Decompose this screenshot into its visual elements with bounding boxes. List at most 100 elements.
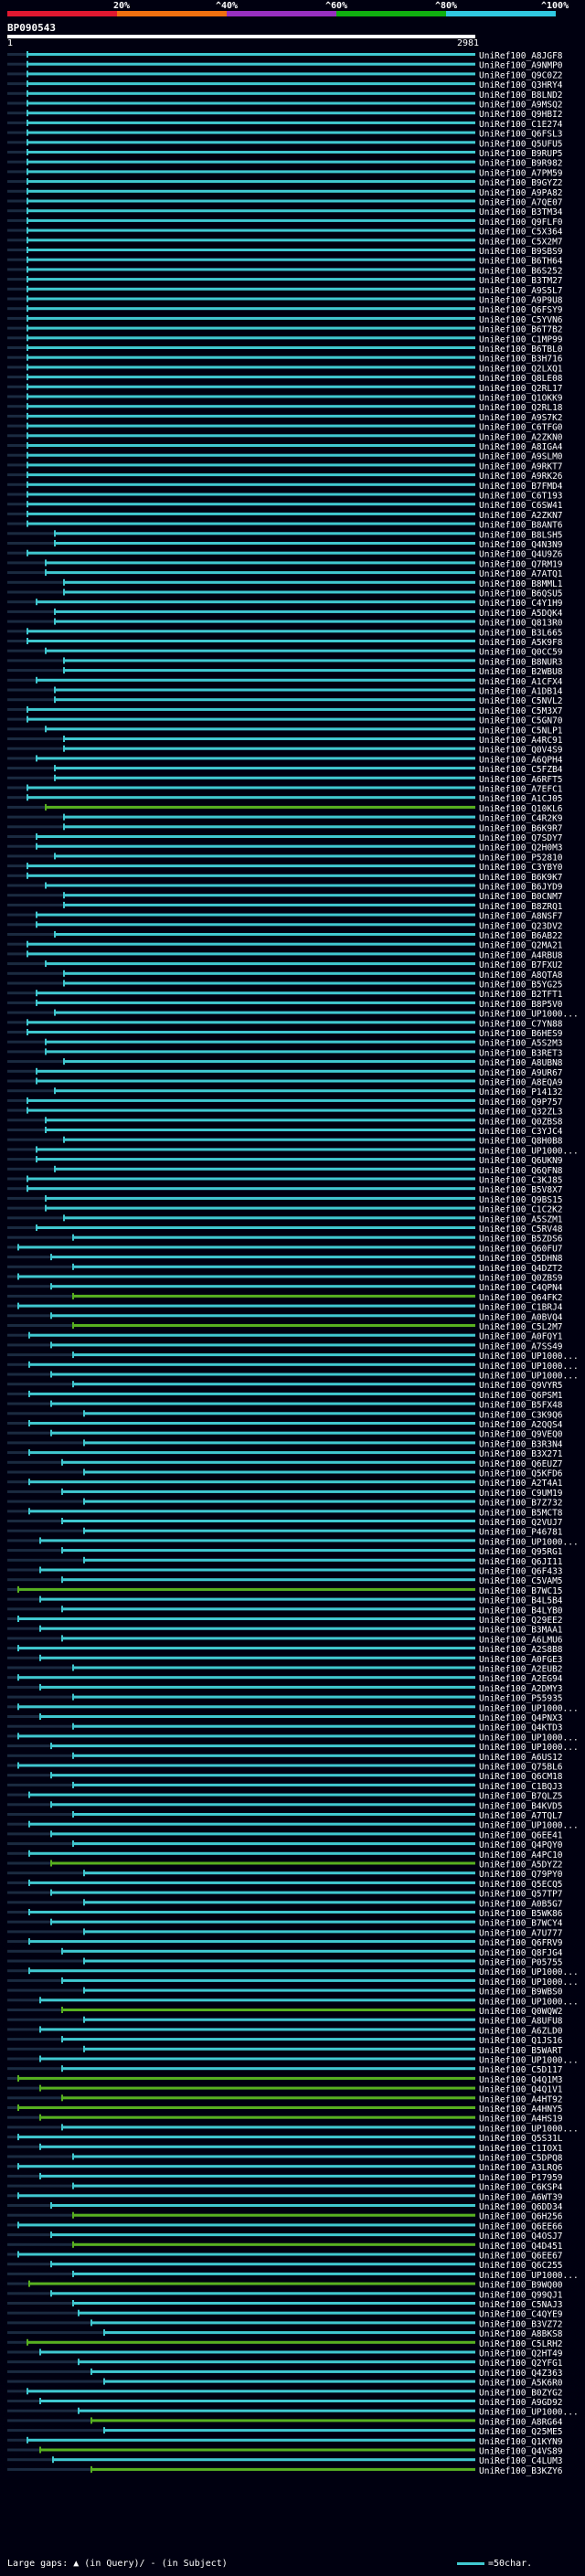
- hit-row[interactable]: UniRef100_Q1JS16: [7, 2036, 563, 2046]
- hit-bar[interactable]: [55, 688, 475, 692]
- hit-bar[interactable]: [51, 2263, 475, 2266]
- hit-row[interactable]: UniRef100_UP1000...: [7, 1977, 579, 1988]
- hit-label[interactable]: UniRef100_P17959: [479, 2173, 563, 2183]
- hit-row[interactable]: UniRef100_B7Z732: [7, 1498, 563, 1509]
- hit-bar[interactable]: [27, 346, 475, 349]
- hit-row[interactable]: UniRef100_A5SZM1: [7, 1214, 563, 1224]
- hit-row[interactable]: UniRef100_Q6EE41: [7, 1830, 563, 1840]
- hit-bar[interactable]: [79, 2311, 475, 2315]
- hit-bar[interactable]: [55, 933, 475, 936]
- hit-bar[interactable]: [29, 1940, 475, 1944]
- hit-row[interactable]: UniRef100_C9UM19: [7, 1488, 563, 1499]
- hit-label[interactable]: UniRef100_A6ZLD0: [479, 2026, 563, 2036]
- hit-bar[interactable]: [27, 503, 475, 506]
- hit-row[interactable]: UniRef100_C1BRJ4: [7, 1302, 563, 1313]
- hit-label[interactable]: UniRef100_C4LUM3: [479, 2456, 563, 2466]
- hit-row[interactable]: UniRef100_B6JYD9: [7, 882, 563, 893]
- hit-label[interactable]: UniRef100_B7Z732: [479, 1499, 563, 1509]
- hit-bar[interactable]: [27, 473, 475, 477]
- hit-bar[interactable]: [40, 2057, 475, 2061]
- hit-label[interactable]: UniRef100_B8ZRQ1: [479, 902, 563, 912]
- hit-bar[interactable]: [27, 952, 475, 956]
- hit-label[interactable]: UniRef100_B7FXU2: [479, 960, 563, 970]
- hit-row[interactable]: UniRef100_C5X364: [7, 227, 563, 238]
- hit-bar[interactable]: [51, 1431, 475, 1435]
- hit-label[interactable]: UniRef100_C1BQJ3: [479, 1782, 563, 1792]
- hit-label[interactable]: UniRef100_C7YN88: [479, 1019, 563, 1029]
- hit-bar[interactable]: [84, 1470, 475, 1474]
- hit-label[interactable]: UniRef100_P05755: [479, 1958, 563, 1968]
- hit-row[interactable]: UniRef100_C1BQJ3: [7, 1781, 563, 1792]
- hit-label[interactable]: UniRef100_B3TM27: [479, 276, 563, 286]
- hit-row[interactable]: UniRef100_A4HNY5: [7, 2104, 563, 2115]
- hit-row[interactable]: UniRef100_Q4N3N9: [7, 540, 563, 550]
- hit-row[interactable]: UniRef100_A2EG94: [7, 1674, 563, 1684]
- hit-label[interactable]: UniRef100_P52810: [479, 853, 563, 863]
- hit-bar[interactable]: [40, 2086, 475, 2090]
- hit-label[interactable]: UniRef100_C3YJC4: [479, 1127, 563, 1137]
- hit-bar[interactable]: [73, 1235, 475, 1239]
- hit-bar[interactable]: [51, 1774, 475, 1777]
- hit-label[interactable]: UniRef100_C1C2K2: [479, 1205, 563, 1215]
- hit-row[interactable]: UniRef100_C5NAJ3: [7, 2300, 563, 2310]
- hit-label[interactable]: UniRef100_Q4Z363: [479, 2369, 563, 2379]
- hit-row[interactable]: UniRef100_Q2LXQ1: [7, 364, 563, 374]
- hit-label[interactable]: UniRef100_B2TFT1: [479, 990, 563, 1000]
- hit-bar[interactable]: [27, 199, 475, 203]
- hit-row[interactable]: UniRef100_C6TFG0: [7, 422, 563, 433]
- hit-bar[interactable]: [27, 512, 475, 515]
- hit-label[interactable]: UniRef100_Q4D451: [479, 2242, 563, 2252]
- hit-label[interactable]: UniRef100_A9UR67: [479, 1068, 563, 1078]
- hit-bar[interactable]: [27, 189, 475, 193]
- hit-bar[interactable]: [27, 160, 475, 164]
- hit-bar[interactable]: [84, 1901, 475, 1904]
- hit-bar[interactable]: [29, 1969, 475, 1973]
- hit-bar[interactable]: [27, 786, 475, 790]
- hit-label[interactable]: UniRef100_B7WCY4: [479, 1919, 563, 1929]
- hit-bar[interactable]: [27, 180, 475, 184]
- hit-label[interactable]: UniRef100_Q4U9Z6: [479, 550, 563, 560]
- hit-label[interactable]: UniRef100_Q32ZL3: [479, 1108, 563, 1118]
- hit-row[interactable]: UniRef100_C3K9Q6: [7, 1410, 563, 1420]
- hit-bar[interactable]: [27, 444, 475, 447]
- hit-row[interactable]: UniRef100_A8UBN8: [7, 1058, 563, 1068]
- hit-row[interactable]: UniRef100_B9RUP5: [7, 149, 563, 159]
- hit-label[interactable]: UniRef100_Q8FJG4: [479, 1948, 563, 1958]
- hit-row[interactable]: UniRef100_Q6FRV9: [7, 1938, 563, 1948]
- hit-label[interactable]: UniRef100_Q2HT49: [479, 2349, 563, 2359]
- hit-label[interactable]: UniRef100_Q6UKN9: [479, 1156, 563, 1166]
- hit-label[interactable]: UniRef100_UP1000...: [479, 1372, 579, 1382]
- hit-row[interactable]: UniRef100_A3LRQ6: [7, 2163, 563, 2173]
- hit-label[interactable]: UniRef100_Q6F433: [479, 1567, 563, 1577]
- hit-bar[interactable]: [18, 2136, 475, 2139]
- hit-label[interactable]: UniRef100_A9SLM0: [479, 452, 563, 462]
- hit-label[interactable]: UniRef100_UP1000...: [479, 1977, 579, 1988]
- hit-row[interactable]: UniRef100_C5M3X7: [7, 705, 563, 716]
- hit-row[interactable]: UniRef100_UP1000...: [7, 1371, 579, 1382]
- hit-row[interactable]: UniRef100_P52810: [7, 853, 563, 863]
- hit-label[interactable]: UniRef100_A4RC91: [479, 736, 563, 746]
- hit-label[interactable]: UniRef100_B3L665: [479, 628, 563, 638]
- hit-bar[interactable]: [27, 355, 475, 359]
- hit-row[interactable]: UniRef100_C5YVN6: [7, 314, 563, 325]
- hit-bar[interactable]: [27, 1187, 475, 1191]
- hit-label[interactable]: UniRef100_A8UBN8: [479, 1058, 563, 1068]
- hit-label[interactable]: UniRef100_Q4PNX3: [479, 1713, 563, 1723]
- hit-bar[interactable]: [27, 239, 475, 242]
- hit-row[interactable]: UniRef100_A9UR67: [7, 1067, 563, 1078]
- hit-row[interactable]: UniRef100_B3KZY6: [7, 2465, 563, 2476]
- hit-bar[interactable]: [73, 1294, 475, 1298]
- hit-bar[interactable]: [40, 2400, 475, 2402]
- hit-row[interactable]: UniRef100_C5L2M7: [7, 1322, 563, 1332]
- hit-row[interactable]: UniRef100_B8LND2: [7, 90, 563, 101]
- hit-bar[interactable]: [27, 53, 475, 56]
- hit-row[interactable]: UniRef100_B3TM27: [7, 276, 563, 286]
- hit-bar[interactable]: [27, 482, 475, 486]
- hit-row[interactable]: UniRef100_B4LYB0: [7, 1606, 563, 1616]
- hit-bar[interactable]: [55, 698, 475, 702]
- hit-bar[interactable]: [62, 2096, 475, 2100]
- hit-row[interactable]: UniRef100_Q9VEQ0: [7, 1429, 563, 1440]
- hit-label[interactable]: UniRef100_Q4OSJ7: [479, 2231, 563, 2242]
- hit-bar[interactable]: [27, 268, 475, 271]
- hit-row[interactable]: UniRef100_A9S7K2: [7, 412, 563, 423]
